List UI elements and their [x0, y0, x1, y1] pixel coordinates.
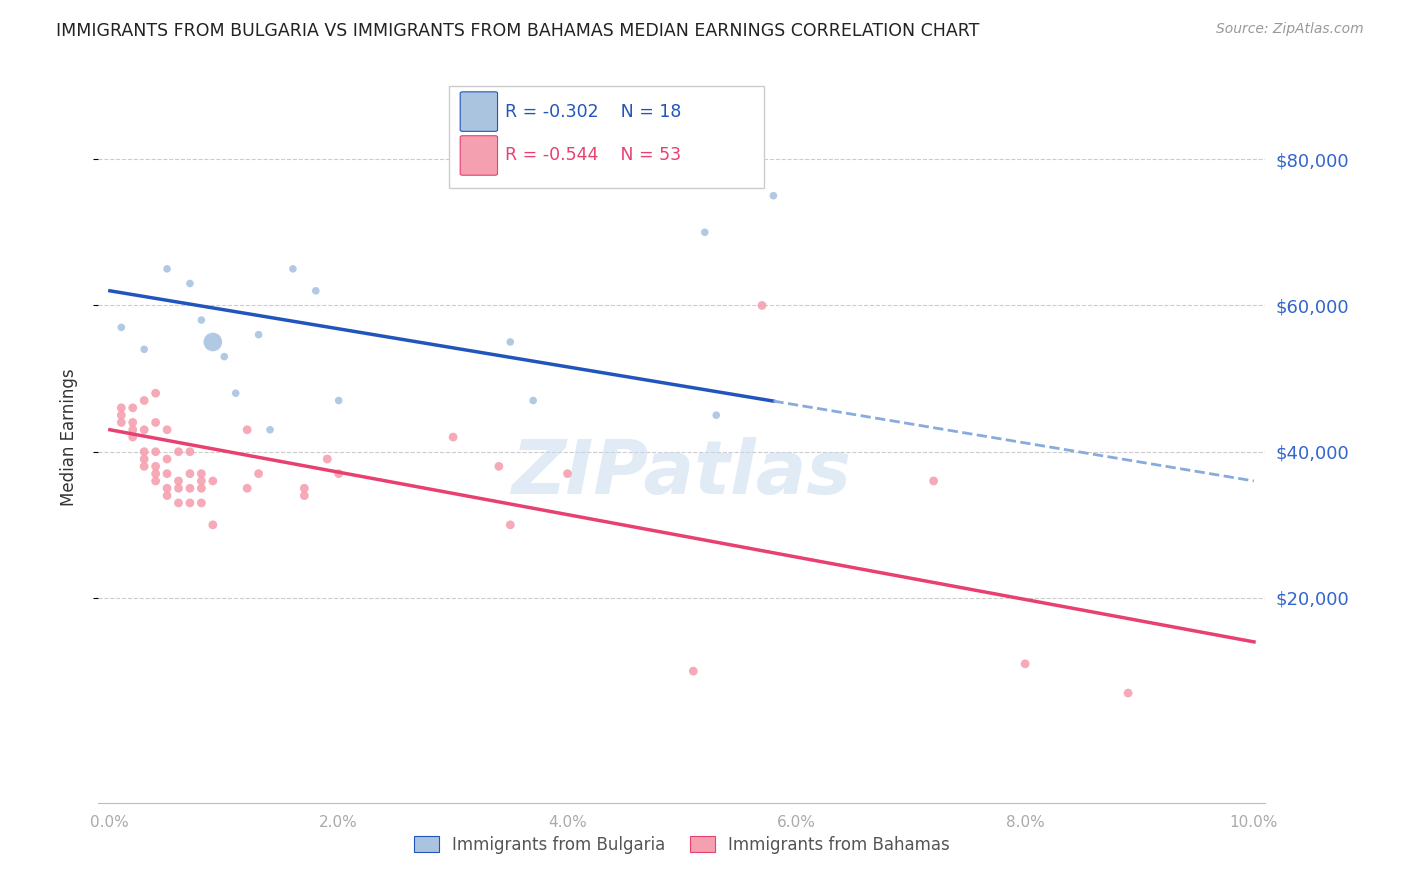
Point	[179, 277, 201, 291]
Legend: Immigrants from Bulgaria, Immigrants from Bahamas: Immigrants from Bulgaria, Immigrants fro…	[406, 829, 957, 860]
FancyBboxPatch shape	[460, 92, 498, 131]
Text: ZIPatlas: ZIPatlas	[512, 437, 852, 510]
Y-axis label: Median Earnings: Median Earnings	[59, 368, 77, 506]
Point	[499, 517, 522, 532]
Point	[1014, 657, 1036, 671]
Point	[499, 334, 522, 349]
Point	[121, 423, 143, 437]
Point	[247, 467, 270, 481]
Point	[225, 386, 247, 401]
Point	[134, 452, 156, 467]
Point	[156, 467, 179, 481]
Point	[145, 386, 167, 401]
Point	[134, 343, 156, 357]
Point	[121, 430, 143, 444]
Point	[121, 416, 143, 430]
Point	[292, 489, 315, 503]
Point	[236, 481, 259, 495]
Point	[145, 444, 167, 458]
Point	[110, 320, 132, 334]
Point	[167, 444, 190, 458]
FancyBboxPatch shape	[460, 136, 498, 175]
Point	[134, 423, 156, 437]
Point	[134, 444, 156, 458]
Point	[179, 481, 201, 495]
Point	[259, 423, 281, 437]
Point	[190, 474, 212, 488]
Point	[201, 517, 224, 532]
Point	[693, 225, 716, 239]
Point	[190, 313, 212, 327]
Point	[179, 467, 201, 481]
Point	[167, 481, 190, 495]
Point	[247, 327, 270, 342]
Point	[156, 452, 179, 467]
Point	[156, 423, 179, 437]
Point	[682, 664, 704, 678]
Point	[145, 459, 167, 474]
Point	[751, 298, 773, 312]
Point	[167, 496, 190, 510]
Point	[134, 393, 156, 408]
Point	[179, 444, 201, 458]
Point	[121, 401, 143, 415]
Point	[201, 334, 224, 349]
Point	[704, 408, 727, 422]
Point	[179, 496, 201, 510]
Point	[145, 467, 167, 481]
Point	[156, 261, 179, 276]
Point	[190, 496, 212, 510]
Point	[236, 423, 259, 437]
Text: R = -0.544    N = 53: R = -0.544 N = 53	[505, 146, 681, 164]
Point	[328, 393, 350, 408]
Text: Source: ZipAtlas.com: Source: ZipAtlas.com	[1216, 22, 1364, 37]
Point	[1116, 686, 1139, 700]
Point	[316, 452, 339, 467]
Point	[762, 188, 785, 202]
Point	[292, 481, 315, 495]
Point	[110, 416, 132, 430]
Point	[145, 416, 167, 430]
Point	[305, 284, 328, 298]
Point	[328, 467, 350, 481]
Point	[156, 489, 179, 503]
Point	[522, 393, 544, 408]
Text: IMMIGRANTS FROM BULGARIA VS IMMIGRANTS FROM BAHAMAS MEDIAN EARNINGS CORRELATION : IMMIGRANTS FROM BULGARIA VS IMMIGRANTS F…	[56, 22, 980, 40]
Point	[281, 261, 304, 276]
Point	[156, 481, 179, 495]
Point	[190, 467, 212, 481]
Point	[110, 408, 132, 422]
Point	[190, 481, 212, 495]
Point	[145, 474, 167, 488]
Text: R = -0.302    N = 18: R = -0.302 N = 18	[505, 103, 681, 120]
Point	[110, 401, 132, 415]
Point	[922, 474, 945, 488]
Point	[134, 459, 156, 474]
Point	[557, 467, 579, 481]
Point	[441, 430, 464, 444]
Point	[214, 350, 236, 364]
FancyBboxPatch shape	[449, 86, 763, 188]
Point	[167, 474, 190, 488]
Point	[488, 459, 510, 474]
Point	[201, 474, 224, 488]
